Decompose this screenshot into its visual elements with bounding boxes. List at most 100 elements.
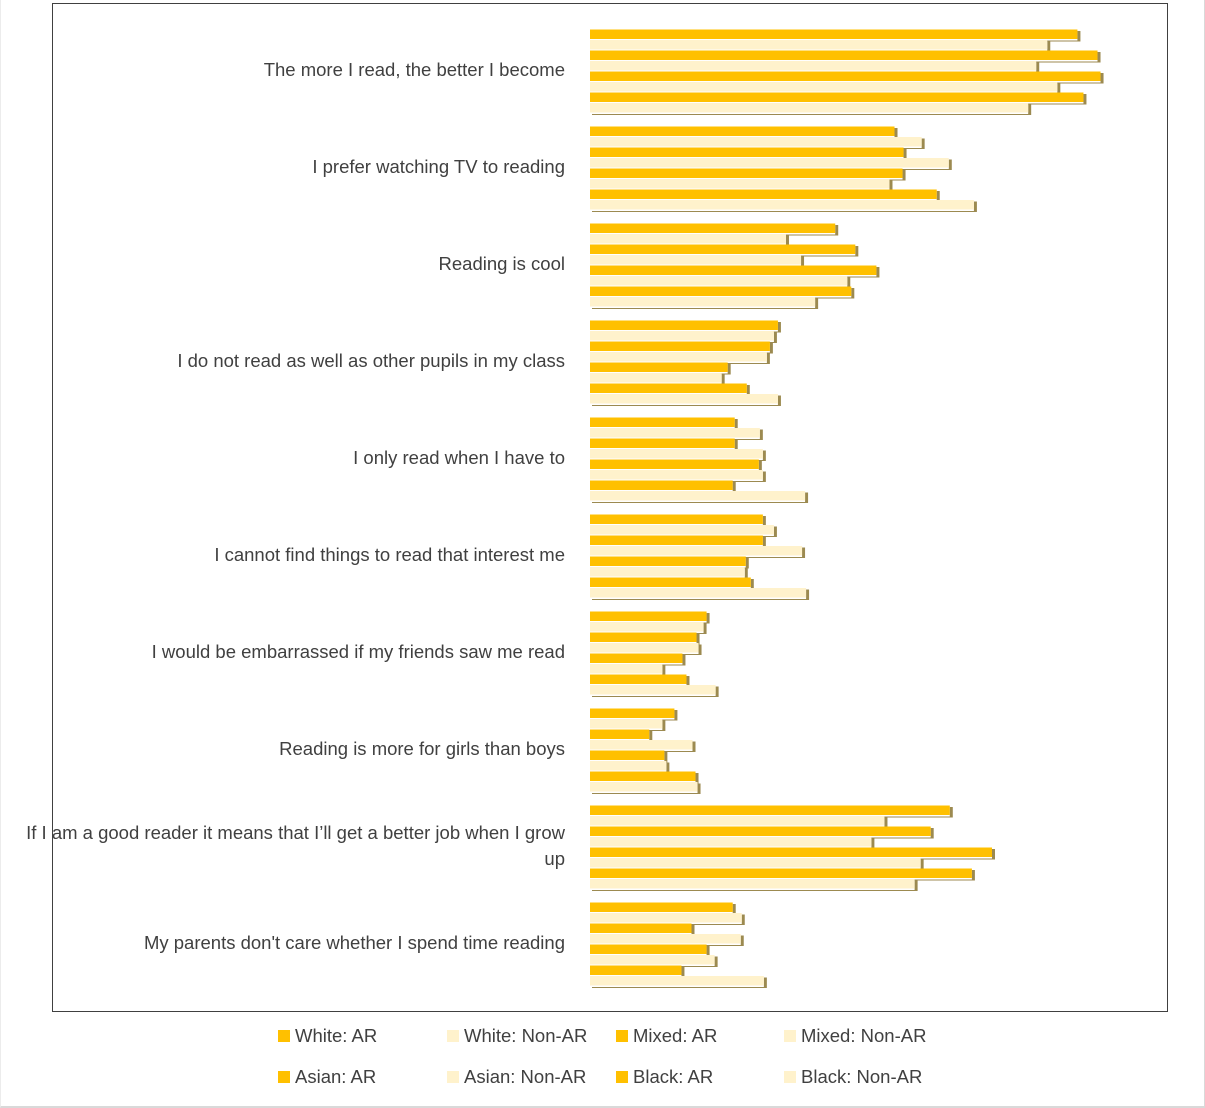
- legend: White: AR White: Non-AR Mixed: AR Mixed: No…: [0, 1020, 1205, 1100]
- legend-item: Asian: AR: [278, 1066, 376, 1088]
- bar-mixed-non-ar-5: [590, 546, 803, 556]
- bar-asian-ar-1: [590, 168, 903, 178]
- bar-black-ar-0: [590, 92, 1084, 102]
- legend-swatch: [278, 1071, 290, 1083]
- bar-white-non-ar-9: [590, 913, 742, 923]
- bar-asian-non-ar-5: [590, 567, 745, 577]
- legend-label: Black: Non-AR: [801, 1066, 923, 1087]
- legend-swatch: [616, 1030, 628, 1042]
- bar-mixed-non-ar-3: [590, 352, 767, 362]
- bar-white-non-ar-4: [590, 428, 760, 438]
- bar-white-non-ar-7: [590, 719, 663, 729]
- bar-asian-non-ar-4: [590, 470, 763, 480]
- bar-black-non-ar-6: [590, 685, 716, 695]
- bar-asian-ar-3: [590, 362, 728, 372]
- legend-swatch: [447, 1071, 459, 1083]
- legend-item: White: Non-AR: [447, 1025, 587, 1047]
- bar-mixed-ar-0: [590, 50, 1098, 60]
- legend-item: Mixed: Non-AR: [784, 1025, 926, 1047]
- bar-mixed-non-ar-6: [590, 643, 699, 653]
- legend-label: White: Non-AR: [464, 1025, 588, 1046]
- legend-label: Mixed: Non-AR: [801, 1025, 927, 1046]
- bar-black-ar-1: [590, 189, 937, 199]
- category-label: I prefer watching TV to reading: [312, 156, 565, 177]
- bar-white-non-ar-3: [590, 331, 774, 341]
- bar-asian-ar-4: [590, 459, 759, 469]
- bar-black-ar-5: [590, 577, 751, 587]
- bar-black-non-ar-7: [590, 782, 698, 792]
- bar-white-ar-4: [590, 417, 735, 427]
- bar-mixed-non-ar-9: [590, 934, 741, 944]
- bar-mixed-ar-7: [590, 729, 650, 739]
- legend-swatch: [616, 1071, 628, 1083]
- category-label: I only read when I have to: [353, 447, 565, 468]
- bar-white-ar-2: [590, 223, 836, 233]
- bar-white-non-ar-1: [590, 137, 922, 147]
- legend-swatch: [447, 1030, 459, 1042]
- bar-black-ar-8: [590, 868, 972, 878]
- bar-black-ar-9: [590, 965, 682, 975]
- bar-asian-non-ar-1: [590, 179, 890, 189]
- bar-mixed-ar-8: [590, 826, 931, 836]
- bar-white-ar-1: [590, 126, 895, 136]
- bar-mixed-non-ar-1: [590, 158, 949, 168]
- bar-mixed-ar-5: [590, 535, 763, 545]
- bar-black-ar-7: [590, 771, 696, 781]
- bar-chart: [590, 29, 1104, 988]
- bar-mixed-ar-6: [590, 632, 697, 642]
- category-label: I cannot find things to read that intere…: [214, 544, 565, 565]
- bar-asian-ar-6: [590, 653, 683, 663]
- bar-black-non-ar-1: [590, 200, 974, 210]
- category-label: I do not read as well as other pupils in…: [177, 350, 565, 371]
- bar-asian-ar-0: [590, 71, 1101, 81]
- bar-mixed-non-ar-0: [590, 61, 1037, 71]
- category-label: My parents don't care whether I spend ti…: [143, 932, 565, 953]
- bar-mixed-ar-9: [590, 923, 692, 933]
- bar-mixed-ar-1: [590, 147, 904, 157]
- bar-asian-ar-8: [590, 847, 992, 857]
- plot-area: [52, 3, 1168, 1012]
- category-label: I would be embarrassed if my friends saw…: [151, 641, 565, 662]
- bar-asian-non-ar-2: [590, 276, 848, 286]
- legend-swatch: [278, 1030, 290, 1042]
- bar-asian-non-ar-9: [590, 955, 715, 965]
- bar-black-ar-3: [590, 383, 747, 393]
- legend-label: White: AR: [295, 1025, 378, 1046]
- bar-black-non-ar-8: [590, 879, 915, 889]
- bar-asian-ar-7: [590, 750, 665, 760]
- bar-white-ar-5: [590, 514, 763, 524]
- bar-white-non-ar-5: [590, 525, 774, 535]
- bar-mixed-ar-3: [590, 341, 770, 351]
- bar-black-non-ar-2: [590, 297, 816, 307]
- bar-white-non-ar-2: [590, 234, 786, 244]
- legend-swatch: [784, 1071, 796, 1083]
- category-label: Reading is more for girls than boys: [279, 738, 565, 759]
- bar-asian-ar-5: [590, 556, 746, 566]
- category-label: Reading is cool: [438, 253, 566, 274]
- legend-label: Asian: AR: [295, 1066, 377, 1087]
- legend-item: White: AR: [278, 1025, 377, 1047]
- legend-swatch: [784, 1030, 796, 1042]
- bar-black-ar-4: [590, 480, 733, 490]
- bar-asian-ar-2: [590, 265, 877, 275]
- bar-mixed-non-ar-8: [590, 837, 872, 847]
- legend-label: Mixed: AR: [633, 1025, 718, 1046]
- legend-item: Black: Non-AR: [784, 1066, 922, 1088]
- bar-white-ar-6: [590, 611, 707, 621]
- bar-black-non-ar-4: [590, 491, 806, 501]
- legend-label: Black: AR: [633, 1066, 714, 1087]
- bar-asian-non-ar-3: [590, 373, 722, 383]
- bar-asian-non-ar-8: [590, 858, 921, 868]
- bar-black-ar-2: [590, 286, 852, 296]
- category-label: If I am a good reader it means that I’ll…: [26, 822, 565, 869]
- bar-white-ar-7: [590, 708, 675, 718]
- bar-mixed-non-ar-7: [590, 740, 693, 750]
- bar-asian-ar-9: [590, 944, 707, 954]
- legend-item: Mixed: AR: [616, 1025, 717, 1047]
- bar-asian-non-ar-6: [590, 664, 663, 674]
- bar-black-non-ar-0: [590, 103, 1029, 113]
- bar-white-ar-9: [590, 902, 733, 912]
- bar-black-non-ar-9: [590, 976, 764, 986]
- bar-white-non-ar-0: [590, 40, 1048, 50]
- bar-mixed-non-ar-4: [590, 449, 763, 459]
